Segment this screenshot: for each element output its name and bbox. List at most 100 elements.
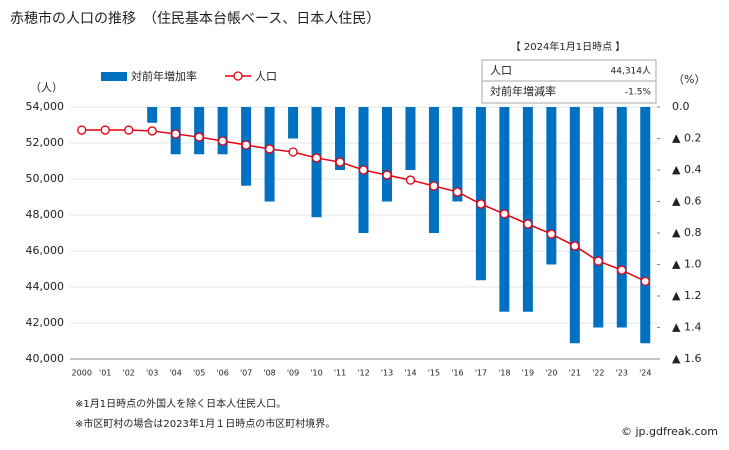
line-marker xyxy=(194,132,204,142)
x-tick-label: '02 xyxy=(123,369,135,378)
bar xyxy=(428,107,439,233)
info-value: -1.5% xyxy=(625,88,652,98)
line-marker xyxy=(593,256,603,266)
y-tick-label: 44,000 xyxy=(26,280,65,293)
y-tick-label: 54,000 xyxy=(26,100,65,113)
x-tick-label: '04 xyxy=(169,369,181,378)
line-marker xyxy=(476,199,486,209)
x-tick-label: '12 xyxy=(357,369,369,378)
source: © jp.gdfreak.com xyxy=(621,425,718,438)
y2-tick-label: ▲ 1.6 xyxy=(672,352,701,365)
bar xyxy=(288,107,299,139)
y2-tick-label: ▲ 0.6 xyxy=(672,195,701,208)
x-tick-label: 2000 xyxy=(72,369,92,378)
bar xyxy=(381,107,392,202)
line-marker xyxy=(217,136,228,146)
line-marker xyxy=(640,276,650,286)
info-label: 人口 xyxy=(490,64,512,77)
y-axis-label: （人） xyxy=(30,81,63,94)
line-marker xyxy=(288,147,298,157)
y-tick-label: 40,000 xyxy=(26,352,65,365)
x-tick-label: '11 xyxy=(334,369,346,378)
bar xyxy=(569,107,580,344)
bar xyxy=(522,107,533,312)
y-tick-label: 46,000 xyxy=(26,244,65,257)
bar xyxy=(147,107,158,123)
x-tick-label: '23 xyxy=(616,369,628,378)
line-marker xyxy=(523,219,533,229)
note: ※1月1日時点の外国人を除く日本人住民人口。 xyxy=(75,397,286,410)
line-marker xyxy=(147,126,157,136)
legend-label: 人口 xyxy=(255,70,277,83)
y-tick-label: 42,000 xyxy=(26,316,65,329)
bar xyxy=(405,107,416,170)
line-marker xyxy=(617,265,627,275)
legend-swatch xyxy=(101,72,127,81)
note: ※市区町村の場合は2023年1月１日時点の市区町村境界。 xyxy=(75,417,335,430)
line-marker xyxy=(382,170,392,180)
info-value: 44,314人 xyxy=(611,66,652,77)
y2-tick-label: 0.0 xyxy=(672,100,690,113)
y2-tick-label: ▲ 0.4 xyxy=(672,163,701,176)
x-tick-label: '22 xyxy=(592,369,604,378)
line-marker xyxy=(171,129,181,139)
line-marker xyxy=(546,229,556,239)
y2-tick-label: ▲ 0.2 xyxy=(672,132,701,145)
x-tick-label: '10 xyxy=(310,369,322,378)
bar xyxy=(616,107,627,328)
bar xyxy=(264,107,275,202)
x-tick-label: '09 xyxy=(287,369,299,378)
line-marker xyxy=(405,175,416,185)
line-marker xyxy=(124,125,134,135)
line-marker xyxy=(241,140,251,150)
bar xyxy=(475,107,486,281)
y-tick-label: 50,000 xyxy=(26,172,65,185)
y2-tick-label: ▲ 1.4 xyxy=(672,321,701,334)
x-tick-label: '01 xyxy=(99,369,111,378)
line-marker xyxy=(452,187,463,197)
bar xyxy=(640,107,651,344)
x-tick-label: '18 xyxy=(498,369,510,378)
x-tick-label: '07 xyxy=(240,369,252,378)
x-tick-label: '16 xyxy=(451,369,463,378)
line-marker xyxy=(358,165,369,175)
bar xyxy=(546,107,557,265)
line-marker xyxy=(77,125,87,135)
line-marker xyxy=(335,157,345,167)
y2-tick-label: ▲ 1.2 xyxy=(672,289,701,302)
x-tick-label: '14 xyxy=(404,369,416,378)
bar xyxy=(335,107,346,170)
y2-axis-label: （%） xyxy=(673,73,705,86)
x-tick-label: '03 xyxy=(146,369,158,378)
bar xyxy=(593,107,604,328)
legend-label: 対前年増加率 xyxy=(131,69,197,83)
x-tick-label: '17 xyxy=(475,369,487,378)
x-tick-label: '19 xyxy=(522,369,534,378)
bar xyxy=(194,107,205,155)
chart-title: 赤穂市の人口の推移 （住民基本台帳ベース、日本人住民） xyxy=(10,10,380,27)
line-marker xyxy=(570,241,580,251)
info-title: 【 2024年1月1日時点 】 xyxy=(511,40,626,53)
x-tick-label: '21 xyxy=(569,369,581,378)
x-tick-label: '24 xyxy=(639,369,651,378)
line-marker xyxy=(429,181,439,191)
x-tick-label: '13 xyxy=(381,369,393,378)
y-tick-label: 52,000 xyxy=(26,136,65,149)
x-tick-label: '15 xyxy=(428,369,440,378)
legend-swatch xyxy=(233,71,243,81)
line-marker xyxy=(264,144,275,154)
line-marker xyxy=(499,209,510,219)
y-tick-label: 48,000 xyxy=(26,208,65,221)
info-label: 対前年増減率 xyxy=(490,84,556,98)
x-tick-label: '20 xyxy=(545,369,557,378)
x-tick-label: '06 xyxy=(216,369,228,378)
bar xyxy=(452,107,463,202)
line-marker xyxy=(100,125,110,135)
bar xyxy=(217,107,228,155)
y2-tick-label: ▲ 1.0 xyxy=(672,258,701,271)
line-marker xyxy=(311,153,322,163)
x-tick-label: '05 xyxy=(193,369,205,378)
y2-tick-label: ▲ 0.8 xyxy=(672,226,701,239)
x-tick-label: '08 xyxy=(263,369,275,378)
